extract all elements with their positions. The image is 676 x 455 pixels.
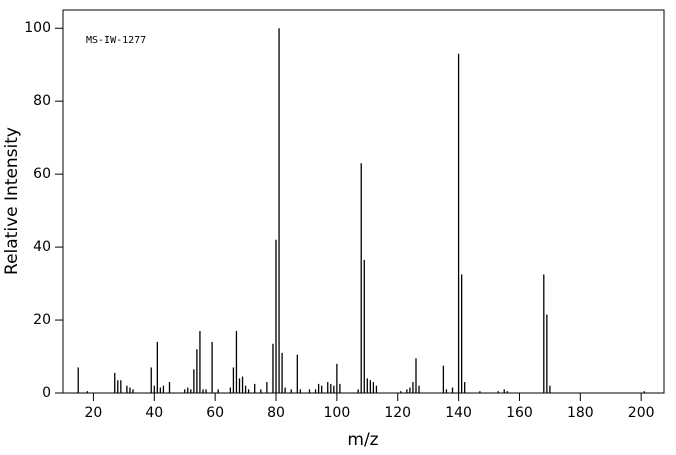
y-tick-label: 40 <box>33 239 51 255</box>
x-tick-label: 140 <box>445 405 472 421</box>
x-tick-label: 60 <box>206 405 224 421</box>
plot-frame <box>62 9 665 394</box>
y-tick-label: 60 <box>33 166 51 182</box>
x-tick-label: 200 <box>628 405 655 421</box>
y-tick-label: 0 <box>42 385 51 401</box>
x-axis-title: m/z <box>347 430 378 450</box>
x-tick-label: 180 <box>567 405 594 421</box>
y-axis-title: Relative Intensity <box>2 127 22 275</box>
annotation: MS-IW-1277 <box>86 35 146 46</box>
x-tick-label: 160 <box>506 405 533 421</box>
x-tick-label: 40 <box>145 405 163 421</box>
x-tick-label: 20 <box>85 405 103 421</box>
x-tick-label: 120 <box>384 405 411 421</box>
y-tick-label: 20 <box>33 312 51 328</box>
x-tick-label: 100 <box>324 405 351 421</box>
y-tick-label: 100 <box>24 20 51 36</box>
y-tick-label: 80 <box>33 93 51 109</box>
x-tick-label: 80 <box>267 405 285 421</box>
